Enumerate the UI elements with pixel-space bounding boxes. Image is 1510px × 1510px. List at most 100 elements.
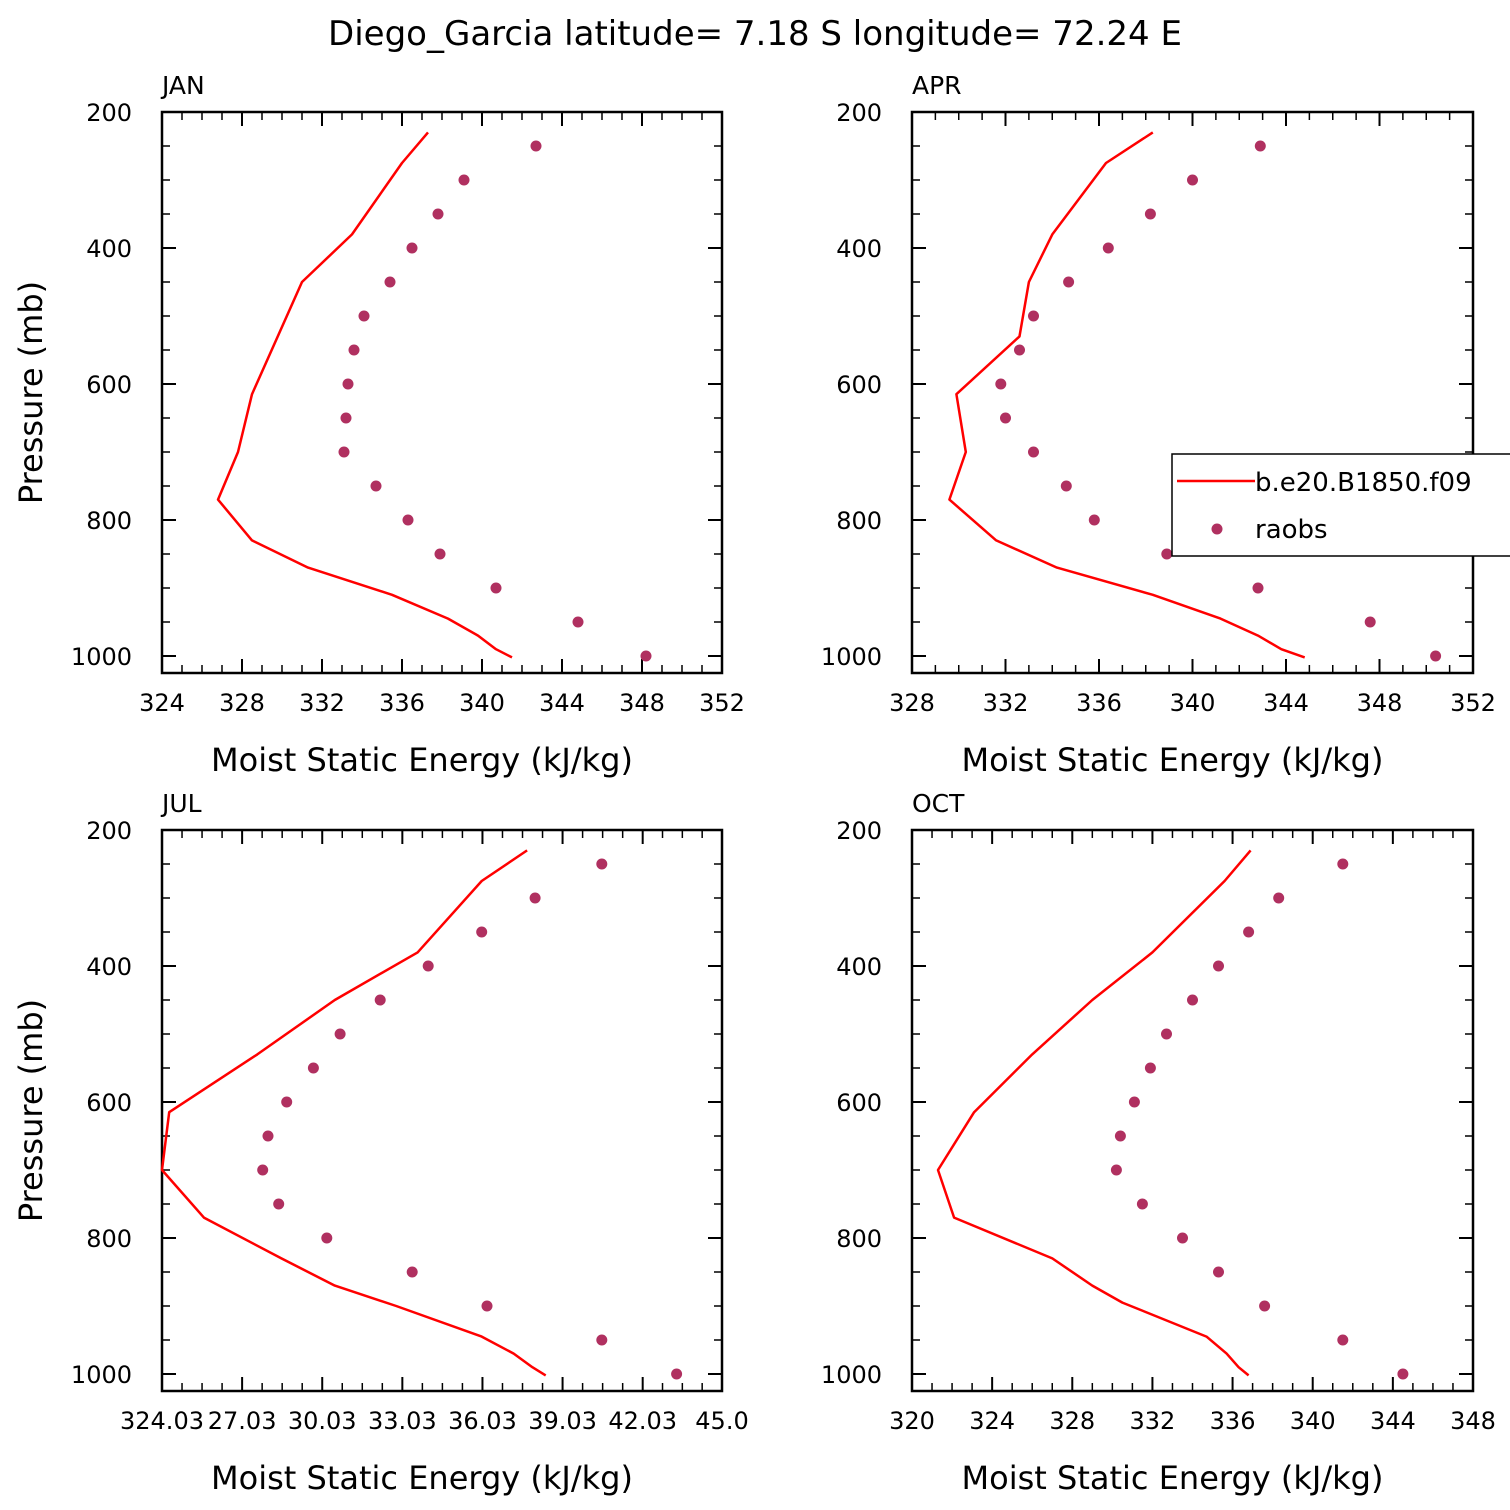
raobs-point	[1014, 344, 1025, 356]
y-tick-label: 1000	[821, 643, 882, 671]
x-tick-label: 36.03	[448, 1407, 517, 1435]
x-tick-label: 332	[1130, 1407, 1176, 1435]
x-tick-label: 33.03	[368, 1407, 437, 1435]
y-tick-label: 200	[86, 817, 132, 845]
x-tick-label: 30.03	[288, 1407, 357, 1435]
raobs-point	[1337, 1334, 1349, 1346]
raobs-point	[1213, 960, 1224, 972]
raobs-point	[596, 858, 608, 870]
panels: JAN 324 328 332 336 340 344 348 352 200 400 600 800 1…	[12, 71, 1496, 1497]
plot-frame-apr	[910, 110, 1475, 675]
legend-label-obs: raobs	[1255, 515, 1328, 545]
x-tick-label: 336	[1210, 1407, 1256, 1435]
y-tick-label: 400	[86, 953, 132, 981]
raobs-point	[1364, 616, 1376, 628]
raobs-point	[458, 174, 470, 186]
x-tick-label: 324	[139, 689, 185, 717]
x-tick-label: 324.03	[120, 1407, 204, 1435]
x-tick-label: 328	[889, 689, 935, 717]
raobs-point	[1088, 514, 1100, 526]
raobs-point	[1337, 858, 1349, 870]
y-tick-label: 600	[836, 371, 882, 399]
raobs-point	[262, 1130, 274, 1142]
y-axis-label-jan: Pressure (mb)	[12, 281, 50, 504]
raobs-point	[1252, 582, 1264, 594]
raobs-point	[572, 616, 584, 628]
x-axis-label-oct: Moist Static Energy (kJ/kg)	[962, 1459, 1384, 1497]
x-tick-label: 352	[699, 689, 745, 717]
raobs-point	[1136, 1198, 1148, 1210]
raobs-point	[640, 650, 652, 662]
raobs-point	[370, 480, 382, 492]
raobs-point	[384, 276, 396, 288]
series-line-model	[936, 849, 1252, 1377]
raobs-point	[340, 412, 352, 424]
x-tick-label: 27.03	[208, 1407, 277, 1435]
raobs-point	[481, 1300, 493, 1312]
x-axis-label-jan: Moist Static Energy (kJ/kg)	[211, 741, 633, 779]
raobs-point	[358, 310, 370, 322]
raobs-point	[1187, 174, 1198, 186]
raobs-point	[281, 1096, 293, 1108]
x-tick-label: 336	[379, 689, 425, 717]
raobs-point	[406, 1266, 418, 1278]
raobs-point	[1254, 140, 1266, 152]
plot-frame-jul	[160, 828, 724, 1393]
x-tick-label: 352	[1450, 689, 1496, 717]
raobs-point	[1128, 1096, 1140, 1108]
raobs-point	[434, 548, 446, 560]
y-tick-label: 600	[836, 1089, 882, 1117]
raobs-point	[422, 960, 434, 972]
raobs-point	[307, 1062, 319, 1074]
x-tick-label: 336	[1076, 689, 1122, 717]
y-tick-label: 200	[836, 817, 882, 845]
x-tick-label: 348	[1357, 689, 1403, 717]
x-tick-label: 348	[619, 689, 665, 717]
raobs-point	[406, 242, 418, 254]
raobs-point	[402, 514, 414, 526]
x-tick-label: 45.0	[695, 1407, 748, 1435]
x-tick-label: 328	[1049, 1407, 1095, 1435]
raobs-point	[1397, 1368, 1409, 1380]
raobs-point	[1110, 1164, 1122, 1176]
y-axis-label-jul: Pressure (mb)	[12, 999, 50, 1222]
y-tick-label: 200	[836, 99, 882, 127]
x-tick-label: 340	[459, 689, 505, 717]
y-tick-label: 1000	[71, 1361, 132, 1389]
raobs-point	[1102, 242, 1114, 254]
y-tick-label: 800	[86, 507, 132, 535]
series-line-model	[160, 849, 547, 1377]
x-axis-label-jul: Moist Static Energy (kJ/kg)	[211, 1459, 633, 1497]
raobs-point	[530, 140, 542, 152]
raobs-point	[1259, 1300, 1271, 1312]
x-axis-label-apr: Moist Static Energy (kJ/kg)	[962, 741, 1384, 779]
plot-frame-jan	[160, 110, 724, 675]
panel-oct: OCT 320 324 328 332 336 340 344 348 200 400 600 800 1…	[821, 789, 1496, 1497]
figure-title: Diego_Garcia latitude= 7.18 S longitude=…	[328, 14, 1182, 54]
raobs-point	[1000, 412, 1011, 424]
y-tick-label: 800	[836, 1225, 882, 1253]
raobs-point	[1213, 1266, 1224, 1278]
panel-jul: JUL 324.03 27.03 30.03 33.03 36.03 39.03 42.03 4…	[12, 789, 749, 1497]
raobs-point	[1114, 1130, 1126, 1142]
legend-box	[1171, 453, 1510, 557]
y-tick-label: 400	[836, 235, 882, 263]
raobs-point	[1273, 892, 1285, 904]
panel-label-apr: APR	[912, 71, 962, 100]
y-tick-label: 200	[86, 99, 132, 127]
raobs-point	[529, 892, 541, 904]
panel-apr: APR 328 332 336 340 344 348 352 200 400 600 800 1000…	[821, 71, 1496, 779]
raobs-point	[671, 1368, 683, 1380]
raobs-point	[1060, 480, 1072, 492]
x-tick-label: 340	[1290, 1407, 1336, 1435]
raobs-point	[1177, 1232, 1188, 1244]
panel-label-oct: OCT	[912, 789, 965, 818]
raobs-point	[374, 994, 386, 1006]
raobs-point	[490, 582, 502, 594]
raobs-point	[1028, 446, 1039, 458]
x-tick-label: 328	[219, 689, 265, 717]
raobs-point	[334, 1028, 346, 1040]
y-tick-label: 800	[86, 1225, 132, 1253]
raobs-point	[348, 344, 360, 356]
raobs-point	[1243, 926, 1255, 938]
